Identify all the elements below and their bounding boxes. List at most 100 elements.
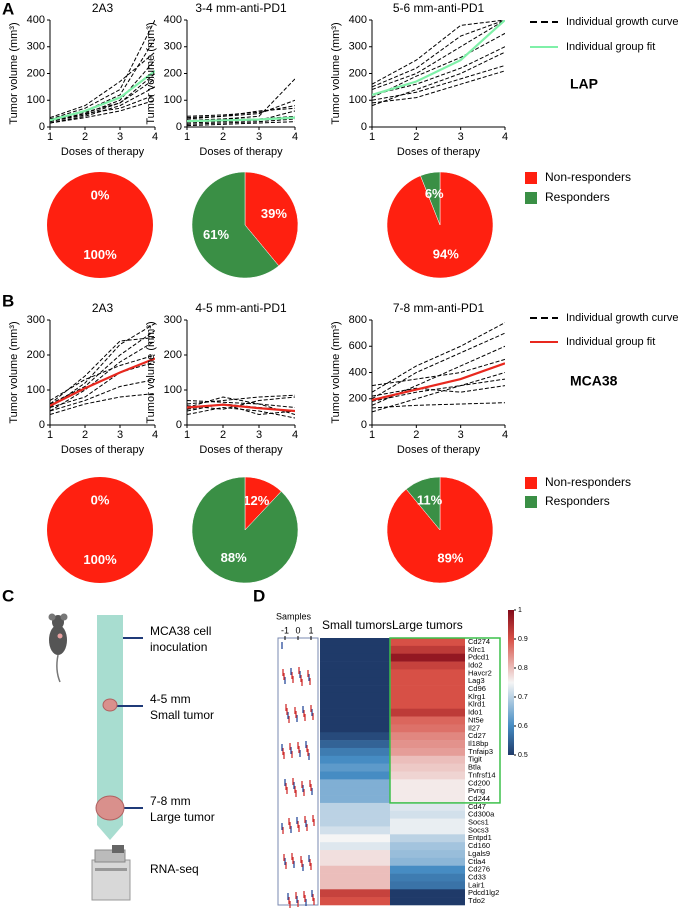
y-tick-label: 600	[349, 340, 367, 352]
heat-cell	[390, 716, 465, 725]
pie-slice	[47, 172, 153, 278]
x-tick-label: 1	[184, 429, 190, 441]
heat-cell	[390, 842, 465, 851]
y-tick-label: 0	[176, 419, 182, 431]
heat-cell	[320, 677, 390, 686]
y-tick-label: 200	[27, 349, 45, 361]
legend-swatch	[525, 172, 537, 184]
y-tick-label: 200	[27, 67, 45, 79]
heat-cell	[320, 771, 390, 780]
heat-cell	[390, 724, 465, 733]
growth-curve	[50, 361, 155, 408]
heat-cell	[320, 881, 390, 890]
growth-curve	[372, 378, 505, 402]
x-tick-label: 4	[152, 131, 158, 143]
y-tick-label: 300	[27, 314, 45, 326]
model-label: MCA38	[570, 373, 618, 389]
legend-label: Responders	[545, 494, 610, 508]
panel-label: C	[2, 586, 14, 605]
y-tick-label: 300	[349, 41, 367, 53]
heat-cell	[390, 645, 465, 655]
y-axis-label: Tumor volume (mm³)	[330, 22, 342, 124]
heat-cell	[390, 779, 465, 788]
x-tick-label: 1	[184, 131, 190, 143]
y-tick-label: 400	[27, 14, 45, 26]
colorbar-label: 0.8	[518, 665, 528, 672]
growth-curve	[372, 322, 505, 393]
growth-curve	[50, 393, 155, 415]
pie-slice	[405, 476, 441, 531]
heat-cell	[320, 857, 390, 867]
panel-label: D	[253, 586, 265, 605]
gene-label: Havcr2	[468, 668, 492, 677]
panel-label: B	[2, 291, 14, 310]
gene-label: Entpd1	[468, 833, 492, 842]
step-label: inoculation	[150, 640, 207, 654]
gene-label: Cd47	[468, 802, 486, 811]
growth-curve	[50, 20, 155, 120]
y-tick-label: 200	[164, 67, 182, 79]
growth-curve	[372, 32, 505, 99]
colorbar-label: 0.9	[518, 636, 528, 643]
x-axis-label: Doses of therapy	[199, 444, 283, 456]
gene-label: Cd200	[468, 778, 490, 787]
gene-label: Cd244	[468, 794, 490, 803]
sequencer-icon	[91, 845, 131, 901]
pie-slice	[420, 171, 441, 226]
x-tick-label: 2	[82, 429, 88, 441]
heat-cell	[320, 850, 390, 859]
y-tick-label: 100	[27, 384, 45, 396]
highlight-box	[389, 637, 501, 804]
x-tick-label: 2	[413, 429, 419, 441]
heat-cell	[390, 700, 465, 709]
group-fit	[50, 357, 155, 407]
chart-title: 2A3	[92, 1, 114, 15]
heat-cell	[320, 716, 390, 725]
growth-curve	[50, 73, 155, 123]
heat-cell	[320, 795, 390, 804]
growth-curve	[187, 121, 295, 127]
heat-cell	[320, 700, 390, 709]
model-label: LAP	[570, 76, 598, 92]
gene-label: Ido2	[468, 660, 483, 669]
heat-cell	[390, 685, 465, 694]
x-tick-label: 4	[502, 429, 508, 441]
legend-label: Individual group fit	[566, 336, 655, 348]
legend-swatch	[525, 477, 537, 489]
heat-cell	[320, 834, 390, 843]
gene-label: Klrd1	[468, 700, 486, 709]
gene-label: Pvrig	[468, 786, 485, 795]
heat-cell	[390, 834, 465, 843]
heat-cell	[390, 677, 465, 686]
heat-cell	[320, 708, 390, 717]
x-tick-label: 4	[152, 429, 158, 441]
x-tick-label: 1	[369, 429, 375, 441]
panel-label: A	[2, 0, 14, 18]
gene-label: Cd300a	[468, 810, 495, 819]
heat-cell	[390, 873, 465, 882]
x-tick-label: 1	[369, 131, 375, 143]
x-tick-label: 3	[117, 429, 123, 441]
gene-label: Btla	[468, 763, 482, 772]
pie-label: 39%	[261, 206, 287, 221]
y-tick-label: 0	[361, 121, 367, 133]
gene-label: Cd96	[468, 684, 486, 693]
y-tick-label: 0	[176, 121, 182, 133]
x-tick-label: 4	[292, 429, 298, 441]
growth-curve	[187, 107, 295, 119]
heat-cell	[390, 897, 465, 906]
pie-slice	[47, 477, 153, 583]
heat-cell	[390, 802, 465, 812]
pie-label: 94%	[433, 247, 459, 262]
y-axis-label: Tumor volume (mm³)	[8, 22, 20, 124]
gene-label: Lag3	[468, 676, 485, 685]
y-tick-label: 100	[349, 94, 367, 106]
y-axis-label: Tumor volume (mm³)	[330, 321, 342, 423]
heat-cell	[390, 889, 465, 898]
y-tick-label: 0	[39, 121, 45, 133]
step-label: 4-5 mm	[150, 692, 191, 706]
colorbar-label: 0.7	[518, 694, 528, 701]
heat-cell	[390, 826, 465, 835]
growth-curve	[50, 38, 155, 121]
step-label: Large tumor	[150, 810, 215, 824]
